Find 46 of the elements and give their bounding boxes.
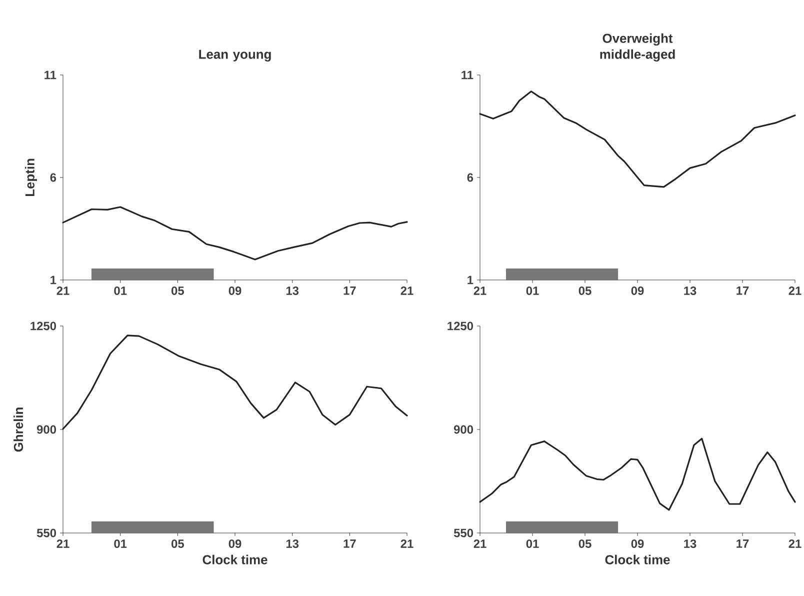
chart-title: Lean young [199, 50, 271, 62]
x-tick-label: 17 [344, 540, 356, 548]
x-tick-label: 13 [286, 286, 299, 295]
y-tick-label: 900 [454, 425, 474, 434]
x-tick-label: 05 [578, 539, 592, 548]
x-tick-label: 21 [56, 539, 70, 548]
x-tick-label: 21 [400, 539, 414, 548]
x-tick-label: 01 [526, 539, 539, 548]
x-tick-label: 01 [526, 286, 539, 295]
x-tick-label: 13 [684, 539, 696, 548]
y-tick-label: 1 [50, 276, 56, 284]
y-tick-label: 11 [462, 70, 474, 80]
y-tick-label: 6 [50, 173, 56, 182]
x-tick-label: 17 [344, 286, 356, 295]
x-tick-label: 21 [474, 539, 486, 548]
x-tick-label: 21 [474, 286, 486, 295]
x-tick-label: 21 [56, 286, 70, 295]
x-tick-label: 01 [114, 539, 127, 548]
x-tick-label: 05 [171, 286, 184, 295]
y-tick-label: 550 [36, 528, 56, 538]
y-tick-label: 6 [467, 173, 474, 182]
x-tick-label: 01 [114, 286, 127, 295]
y-tick-label: 550 [454, 528, 474, 538]
x-tick-label: 09 [228, 286, 242, 295]
x-axis-title: Clock time [202, 554, 268, 564]
y-tick-label: 1 [468, 276, 474, 284]
x-tick-label: 21 [788, 539, 802, 548]
x-tick-label: 09 [631, 539, 644, 548]
x-tick-label: 13 [684, 286, 696, 295]
chart-title: Overweight middle-aged [600, 33, 675, 62]
y-axis-title: Leptin [24, 158, 38, 196]
y-tick-label: 11 [44, 70, 56, 80]
x-axis-title: Clock time [605, 554, 670, 564]
x-tick-label: 21 [400, 286, 414, 295]
x-tick-label: 09 [631, 286, 644, 295]
x-tick-label: 05 [171, 539, 184, 548]
x-tick-label: 17 [736, 540, 749, 548]
y-axis-title: Ghrelin [14, 408, 24, 452]
y-tick-label: 900 [36, 425, 56, 434]
x-tick-label: 17 [736, 286, 749, 295]
x-tick-label: 21 [788, 286, 802, 295]
y-tick-label: 1250 [448, 322, 474, 330]
x-tick-label: 09 [228, 539, 242, 548]
y-tick-label: 1250 [30, 322, 56, 330]
x-tick-label: 13 [286, 539, 299, 548]
x-tick-label: 05 [578, 286, 592, 295]
